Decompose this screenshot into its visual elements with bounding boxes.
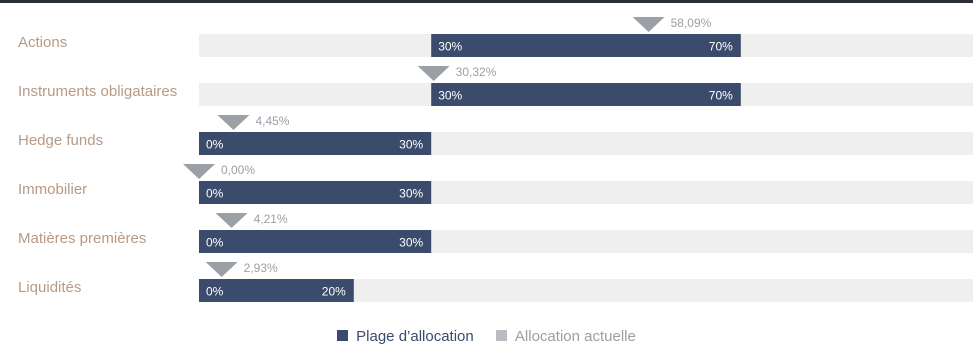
range-min-label: 0% [206, 187, 224, 201]
range-bar [431, 83, 741, 106]
range-max-label: 20% [322, 285, 346, 299]
category-label: Hedge funds [18, 132, 103, 149]
current-marker [632, 17, 665, 32]
range-min-label: 0% [206, 138, 224, 152]
current-value-label: 4,21% [254, 212, 288, 226]
current-value-label: 0,00% [221, 163, 255, 177]
category-label: Liquidités [18, 279, 81, 296]
range-bar [431, 34, 741, 57]
legend: Plage d’allocation Allocation actuelle [0, 328, 973, 345]
current-value-label: 58,09% [671, 16, 712, 30]
legend-label-range: Plage d’allocation [356, 328, 474, 345]
range-min-label: 0% [206, 236, 224, 250]
legend-item-current: Allocation actuelle [495, 328, 636, 345]
range-max-label: 30% [399, 138, 423, 152]
legend-swatch-current [495, 330, 507, 341]
range-bar [199, 230, 432, 253]
range-min-label: 30% [438, 40, 462, 54]
legend-item-range: Plage d’allocation [337, 328, 474, 345]
range-min-label: 30% [438, 89, 462, 103]
track-bar [199, 279, 973, 302]
range-bar [199, 279, 354, 302]
range-max-label: 30% [399, 236, 423, 250]
category-label: Actions [18, 34, 67, 51]
current-marker [215, 213, 248, 228]
current-marker [417, 66, 450, 81]
current-value-label: 4,45% [255, 114, 289, 128]
category-label: Immobilier [18, 181, 87, 198]
range-max-label: 70% [709, 89, 733, 103]
allocation-chart: Actions 30% 70% 58,09% Instruments obligatai… [18, 16, 973, 302]
range-min-label: 0% [206, 285, 224, 299]
range-bar [199, 181, 432, 204]
legend-label-current: Allocation actuelle [514, 328, 636, 345]
category-label: Instruments obligataires [18, 83, 177, 100]
legend-swatch-range [337, 330, 349, 341]
current-value-label: 30,32% [456, 65, 497, 79]
range-max-label: 30% [399, 187, 423, 201]
range-bar [199, 132, 432, 155]
current-marker [205, 262, 238, 277]
category-label: Matières premières [18, 230, 146, 247]
current-marker [183, 164, 215, 179]
top-rule [0, 0, 973, 3]
current-marker [217, 115, 250, 130]
range-max-label: 70% [709, 40, 733, 54]
current-value-label: 2,93% [244, 261, 278, 275]
